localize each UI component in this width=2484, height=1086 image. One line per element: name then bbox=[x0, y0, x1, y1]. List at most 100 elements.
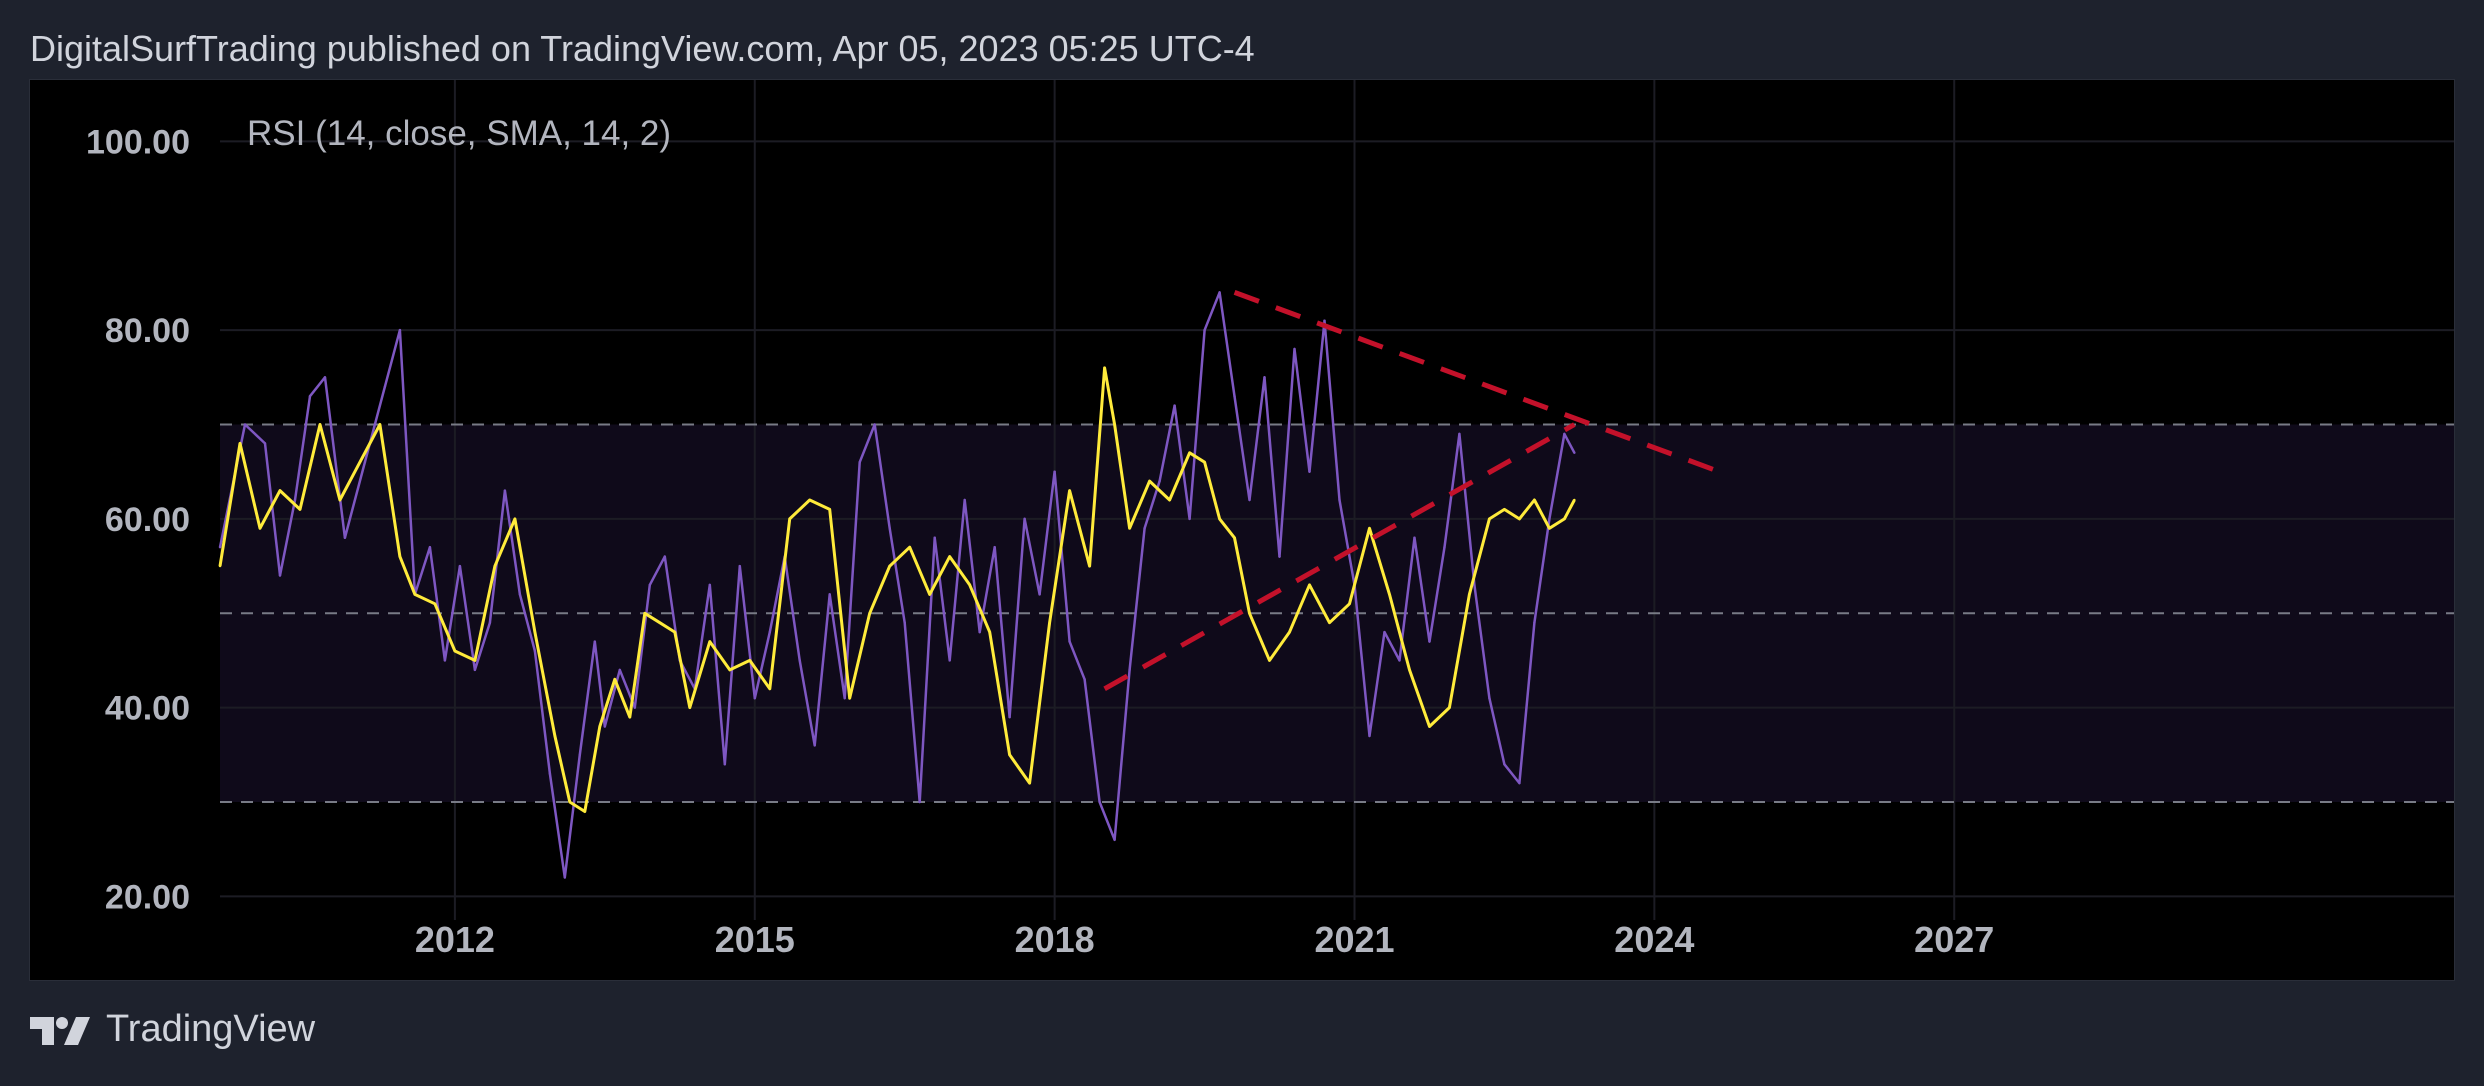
rsi-point bbox=[873, 423, 876, 426]
sma-point bbox=[1428, 725, 1431, 728]
rsi-point bbox=[1323, 319, 1326, 322]
sma-point bbox=[1068, 489, 1071, 492]
rsi-point bbox=[1563, 432, 1566, 436]
sma-point bbox=[748, 659, 751, 662]
ascending-trendline bbox=[1103, 422, 1576, 691]
x-tick-label: 2021 bbox=[1314, 919, 1394, 960]
rsi-line bbox=[218, 291, 1576, 879]
sma-point bbox=[788, 517, 791, 521]
rsi-point bbox=[813, 744, 816, 747]
rsi-point bbox=[1098, 800, 1101, 804]
sma-point bbox=[1103, 366, 1106, 370]
rsi-point bbox=[948, 659, 951, 662]
sma-point bbox=[1368, 527, 1371, 530]
rsi-point bbox=[648, 583, 652, 587]
rsi-point bbox=[1458, 432, 1461, 436]
rsi-point bbox=[1248, 498, 1251, 502]
sma-point bbox=[1268, 659, 1271, 662]
sma-point bbox=[1248, 612, 1251, 615]
rsi-point bbox=[518, 593, 522, 596]
rsi-point bbox=[1573, 451, 1576, 455]
rsi-point bbox=[363, 461, 367, 464]
sma-point bbox=[453, 649, 457, 653]
y-tick-label: 20.00 bbox=[105, 878, 190, 916]
sma-point bbox=[238, 442, 242, 445]
sma-point bbox=[968, 583, 971, 587]
rsi-point bbox=[888, 527, 891, 530]
rsi-point bbox=[1518, 781, 1521, 785]
rsi-point bbox=[1293, 347, 1296, 351]
sma-point bbox=[568, 800, 572, 804]
sma-point bbox=[1148, 479, 1151, 483]
chart-panel[interactable]: 20.00 40.00 60.00 80.00 100.00 2012 2015 2018 20… bbox=[29, 79, 2455, 981]
rsi-point bbox=[428, 545, 432, 549]
rsi-point bbox=[1338, 498, 1341, 502]
x-tick-label: 2018 bbox=[1015, 919, 1095, 960]
rsi-point bbox=[1533, 621, 1536, 624]
rsi-point bbox=[603, 725, 607, 728]
y-tick-label: 100.00 bbox=[86, 123, 190, 161]
rsi-point bbox=[1428, 640, 1431, 643]
rsi-point bbox=[343, 536, 347, 539]
rsi-point bbox=[903, 621, 906, 624]
rsi-point bbox=[1203, 328, 1206, 332]
rsi-point bbox=[1278, 555, 1281, 558]
rsi-point bbox=[578, 753, 582, 757]
rsi-point bbox=[993, 545, 996, 549]
rsi-point bbox=[1503, 763, 1506, 766]
rsi-point bbox=[563, 876, 567, 879]
sma-point bbox=[553, 734, 557, 738]
sma-point bbox=[1488, 517, 1491, 521]
rsi-point bbox=[933, 536, 936, 539]
rsi-point bbox=[828, 593, 831, 596]
sma-point bbox=[278, 489, 282, 492]
rsi-point bbox=[1383, 630, 1386, 634]
rsi-point bbox=[978, 630, 981, 634]
sma-point bbox=[378, 423, 382, 426]
rsi-point bbox=[1128, 668, 1131, 672]
rsi-point bbox=[1188, 517, 1191, 521]
sma-point bbox=[848, 697, 851, 700]
rsi-point bbox=[858, 461, 861, 464]
sma-point bbox=[1468, 593, 1471, 596]
rsi-point bbox=[1053, 470, 1056, 473]
rsi-chart[interactable]: 20.00 40.00 60.00 80.00 100.00 2012 2015 2018 20… bbox=[30, 80, 2454, 980]
sma-point bbox=[318, 423, 322, 426]
rsi-point bbox=[1263, 376, 1266, 379]
rsi-point bbox=[1023, 517, 1026, 521]
rsi-point bbox=[1158, 479, 1161, 483]
sma-point bbox=[673, 630, 676, 634]
sma-point bbox=[908, 545, 911, 549]
rsi-point bbox=[323, 376, 327, 379]
rsi-point bbox=[293, 498, 297, 502]
rsi-point bbox=[1368, 734, 1371, 738]
sma-point bbox=[1573, 498, 1576, 502]
sma-point bbox=[1048, 621, 1051, 624]
sma-point bbox=[433, 602, 437, 606]
brand-footer[interactable]: TradingView bbox=[30, 1008, 315, 1051]
x-tick-label: 2027 bbox=[1914, 919, 1994, 960]
sma-point bbox=[768, 687, 771, 690]
y-tick-label: 80.00 bbox=[105, 312, 190, 350]
sma-point bbox=[1028, 781, 1031, 785]
rsi-point bbox=[548, 772, 552, 775]
rsi-point bbox=[1488, 697, 1491, 700]
sma-point bbox=[598, 725, 602, 728]
rsi-point bbox=[738, 564, 741, 568]
rsi-point bbox=[473, 668, 477, 672]
sma-point bbox=[928, 593, 931, 596]
rsi-point bbox=[593, 640, 597, 643]
sma-point bbox=[1448, 706, 1451, 709]
publisher-header: DigitalSurfTrading published on TradingV… bbox=[30, 28, 1255, 69]
sma-point bbox=[1233, 536, 1236, 539]
rsi-point bbox=[443, 659, 447, 662]
rsi-point bbox=[723, 763, 726, 766]
rsi-point bbox=[1413, 536, 1416, 539]
sma-point bbox=[708, 640, 711, 643]
sma-point bbox=[398, 555, 402, 558]
rsi-point bbox=[1308, 470, 1311, 473]
sma-point bbox=[1088, 564, 1091, 568]
sma-point bbox=[988, 630, 991, 634]
sma-point bbox=[1348, 602, 1351, 606]
sma-point bbox=[1203, 461, 1206, 464]
